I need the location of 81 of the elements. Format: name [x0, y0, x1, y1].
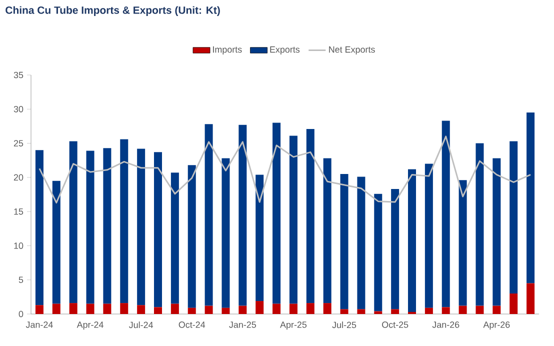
bar — [357, 176, 366, 310]
x-tick-label: Apr-24 — [76, 322, 104, 330]
legend-label: Net Exports — [329, 46, 375, 54]
y-tick-label: 35 — [14, 72, 24, 78]
y-tick-label: 5 — [18, 276, 24, 283]
bar — [526, 112, 535, 284]
bar — [476, 306, 484, 314]
x-tick-label: Oct-25 — [382, 322, 408, 328]
bar — [69, 141, 78, 304]
bar — [86, 304, 94, 314]
y-tick-label: 15 — [14, 208, 24, 215]
bar — [510, 294, 518, 314]
y-tick-label: 10 — [14, 242, 24, 249]
y-tick-label: 0 — [18, 310, 24, 318]
bar — [272, 122, 281, 304]
x-tick-label: Jul-25 — [332, 322, 356, 328]
bar — [492, 158, 501, 306]
bar — [256, 174, 264, 302]
bar — [357, 309, 366, 314]
bar — [170, 304, 179, 314]
bar — [526, 283, 535, 314]
x-tick-label: Jan-25 — [229, 322, 256, 328]
bar — [222, 158, 230, 308]
x-tick-label: Jan-26 — [432, 322, 460, 328]
chart-title: China Cu Tube Imports & Exports (Unit: Kt) — [6, 6, 220, 16]
x-tick-label: Jan-24 — [26, 322, 53, 328]
bar — [137, 305, 146, 314]
bar — [323, 303, 332, 314]
bar — [69, 303, 78, 314]
bar — [170, 172, 179, 304]
bar — [188, 308, 196, 314]
x-tick-label: Apr-25 — [280, 322, 307, 330]
legend-label: Exports — [270, 46, 300, 54]
bar — [204, 124, 213, 306]
y-tick-label: 25 — [14, 140, 24, 146]
bar — [442, 307, 450, 314]
legend-label: Imports — [213, 46, 242, 54]
bar — [374, 311, 382, 314]
x-tick-label: Jul-24 — [129, 322, 154, 328]
bar — [391, 189, 400, 310]
bar — [458, 306, 467, 314]
bar — [492, 306, 501, 314]
bar — [391, 309, 400, 314]
x-tick-label: Apr-26 — [483, 322, 510, 330]
bar — [137, 148, 146, 306]
bar — [458, 180, 467, 306]
bar — [374, 194, 382, 312]
bar — [204, 306, 213, 314]
bar — [323, 158, 332, 304]
bar — [103, 304, 112, 314]
bar — [120, 139, 128, 304]
bar — [424, 164, 433, 308]
x-tick-label: Oct-24 — [178, 322, 206, 328]
bar — [120, 303, 128, 314]
bar — [340, 309, 348, 314]
bar — [35, 150, 44, 306]
bar — [408, 169, 416, 312]
bar — [103, 148, 112, 304]
bar — [222, 308, 230, 314]
bar — [272, 304, 281, 314]
bar — [238, 124, 247, 306]
y-tick-label: 20 — [14, 174, 24, 181]
bar — [256, 301, 264, 314]
bar — [510, 141, 518, 294]
bar — [306, 303, 314, 314]
bar — [35, 305, 44, 314]
bar — [442, 120, 450, 308]
bar — [289, 304, 298, 314]
bar — [154, 152, 162, 308]
bar — [86, 150, 94, 304]
y-tick-label: 30 — [14, 106, 24, 112]
bar — [289, 136, 298, 304]
bar — [154, 307, 162, 314]
bar — [238, 306, 247, 314]
bar — [188, 165, 196, 308]
bar — [306, 128, 314, 304]
bar — [52, 180, 60, 304]
bar — [424, 308, 433, 314]
bar — [52, 304, 60, 314]
bar — [340, 174, 348, 310]
bar — [476, 143, 484, 306]
